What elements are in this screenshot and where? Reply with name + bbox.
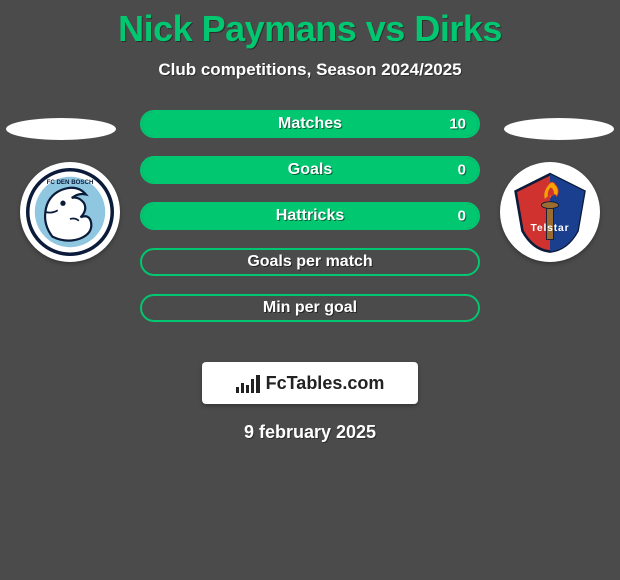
stat-row-min-per-goal: Min per goal: [140, 294, 480, 322]
svg-text:FC DEN BOSCH: FC DEN BOSCH: [47, 179, 94, 186]
left-player-ellipse: [6, 118, 116, 140]
stat-value-right: 10: [449, 116, 466, 133]
player1-name: Nick Paymans: [118, 8, 356, 49]
subtitle: Club competitions, Season 2024/2025: [0, 60, 620, 80]
stat-label: Hattricks: [276, 207, 344, 225]
player2-name: Dirks: [414, 8, 502, 49]
right-player-ellipse: [504, 118, 614, 140]
stat-label: Min per goal: [263, 299, 357, 317]
den-bosch-icon: FC DEN BOSCH: [26, 168, 114, 256]
vs-label: vs: [366, 8, 405, 49]
telstar-logo: Telstar: [500, 162, 600, 262]
brand-text: FcTables.com: [266, 373, 385, 394]
stat-row-goals: Goals 0: [140, 156, 480, 184]
stat-value-right: 0: [458, 208, 466, 225]
club-logo-left: FC DEN BOSCH: [20, 162, 120, 262]
page-title: Nick Paymans vs Dirks: [0, 8, 620, 50]
stat-row-hattricks: Hattricks 0: [140, 202, 480, 230]
main-area: FC DEN BOSCH Telstar Matches: [0, 110, 620, 340]
svg-text:Telstar: Telstar: [530, 223, 569, 234]
stat-value-right: 0: [458, 162, 466, 179]
stat-label: Goals per match: [247, 253, 372, 271]
stat-row-matches: Matches 10: [140, 110, 480, 138]
brand-badge[interactable]: FcTables.com: [202, 362, 418, 404]
den-bosch-logo: FC DEN BOSCH: [20, 162, 120, 262]
comparison-card: Nick Paymans vs Dirks Club competitions,…: [0, 0, 620, 443]
stats-column: Matches 10 Goals 0 Hattricks 0 Goals per…: [140, 110, 480, 322]
stat-row-goals-per-match: Goals per match: [140, 248, 480, 276]
date-label: 9 february 2025: [0, 422, 620, 443]
stat-label: Goals: [288, 161, 332, 179]
club-logo-right: Telstar: [500, 162, 600, 262]
telstar-icon: Telstar: [507, 169, 593, 255]
stat-label: Matches: [278, 115, 342, 133]
bar-chart-icon: [236, 373, 260, 393]
